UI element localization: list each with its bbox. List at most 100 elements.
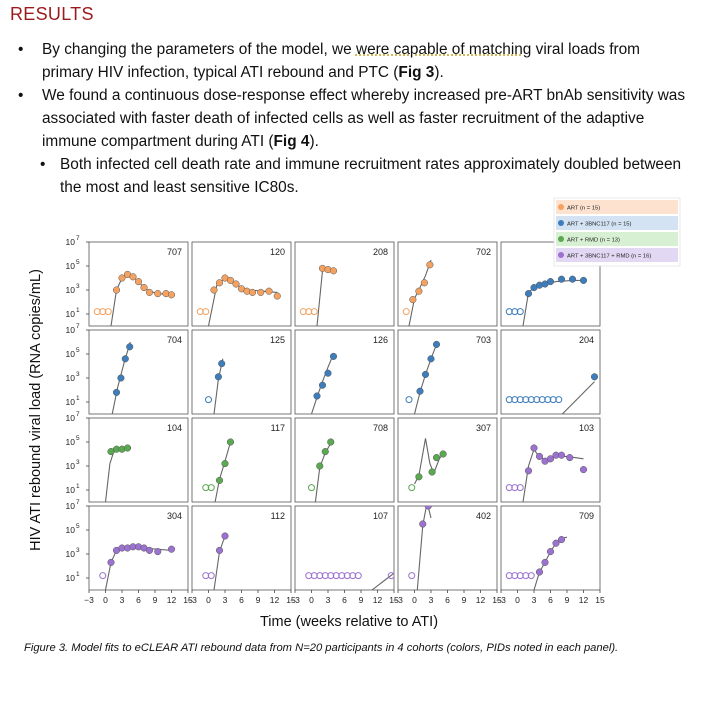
panel-pid-label: 104 xyxy=(167,423,182,433)
bullet-1: • By changing the parameters of the mode… xyxy=(14,38,694,84)
panel-307: 307 xyxy=(397,417,498,503)
panel-frame xyxy=(191,329,292,415)
legend-entry-bg xyxy=(556,232,678,246)
data-point xyxy=(415,287,423,295)
y-tick-exponent: 3 xyxy=(76,547,80,554)
bullet-3: • Both infected cell death rate and immu… xyxy=(14,153,694,199)
bullet-1-underlined: were capable of matching xyxy=(355,41,532,58)
x-tick-label: 6 xyxy=(136,595,141,605)
data-point xyxy=(226,276,235,284)
model-fit-line xyxy=(310,353,335,414)
x-tick-label: 3 xyxy=(120,595,125,605)
x-tick-label: 0 xyxy=(309,595,314,605)
data-point xyxy=(215,546,224,554)
y-tick-exponent: 1 xyxy=(76,571,80,578)
censored-point xyxy=(402,308,410,316)
bullet-1-end: ). xyxy=(434,64,444,81)
y-tick-exponent: 5 xyxy=(76,347,80,354)
x-tick-label: 12 xyxy=(579,595,589,605)
legend-entry-label: ART (n = 15) xyxy=(567,206,600,212)
x-tick-label: 12 xyxy=(373,595,383,605)
x-tick-label: 6 xyxy=(548,595,553,605)
model-fit-line xyxy=(561,381,595,414)
data-point xyxy=(424,506,432,510)
x-tick-label: −3 xyxy=(290,595,300,605)
x-tick-label: 0 xyxy=(103,595,108,605)
x-tick-label: 3 xyxy=(532,595,537,605)
data-point xyxy=(409,296,417,304)
panel-plot-area xyxy=(405,340,441,414)
panel-pid-label: 117 xyxy=(271,423,285,433)
y-tick-exponent: 5 xyxy=(76,435,80,442)
figure-caption: Figure 3. Model fits to eCLEAR ATI rebou… xyxy=(24,642,619,654)
panel-frame xyxy=(397,241,498,327)
data-point xyxy=(221,532,229,540)
censored-point xyxy=(104,308,112,316)
model-fit-line xyxy=(314,442,332,502)
censored-point xyxy=(207,484,215,492)
data-point xyxy=(123,444,132,452)
model-fit-line xyxy=(416,506,432,590)
panel-117: 117 xyxy=(191,417,292,503)
panel-208: 208 xyxy=(294,241,395,327)
y-tick-label: 10 xyxy=(66,349,76,359)
censored-point xyxy=(310,308,318,316)
data-point xyxy=(428,468,436,476)
bullet-1-text: By changing the parameters of the model,… xyxy=(42,41,356,58)
data-point xyxy=(154,290,162,298)
data-point xyxy=(546,548,555,556)
panel-107: 107 −3 0 3 6 9 12 15 xyxy=(290,505,399,605)
bullet-2: • We found a continuous dose-response ef… xyxy=(14,84,694,153)
panel-pid-label: 304 xyxy=(167,511,182,521)
data-point xyxy=(546,278,555,286)
panel-plot-area xyxy=(205,358,226,414)
y-tick-label: 10 xyxy=(66,373,76,383)
panel-plot-area xyxy=(202,438,235,502)
data-point xyxy=(524,290,533,298)
bullet-2-end: ). xyxy=(309,133,319,150)
censored-point xyxy=(205,396,212,404)
panel-plot-area xyxy=(299,264,338,326)
data-point xyxy=(419,520,427,528)
model-fit-line xyxy=(110,273,172,326)
censored-point xyxy=(555,396,563,404)
data-point xyxy=(416,387,424,395)
x-tick-label: −3 xyxy=(496,595,506,605)
panel-402: 402 −3 0 3 6 9 12 15 xyxy=(393,505,502,605)
panel-plot-area xyxy=(196,274,281,326)
data-point xyxy=(107,558,115,566)
x-tick-label: 15 xyxy=(492,595,502,605)
x-tick-label: 9 xyxy=(565,595,570,605)
panel-frame xyxy=(294,417,395,503)
panel-pid-label: 126 xyxy=(373,335,388,345)
x-tick-label: 15 xyxy=(389,595,399,605)
results-heading: RESULTS xyxy=(10,4,94,24)
panel-plot-area xyxy=(505,444,588,502)
data-point xyxy=(541,558,549,566)
y-tick-exponent: 7 xyxy=(76,323,80,330)
panel-frame xyxy=(397,329,498,415)
data-point xyxy=(210,286,218,294)
legend-entry-bg xyxy=(556,200,678,214)
x-tick-label: 9 xyxy=(153,595,158,605)
data-point xyxy=(126,343,134,351)
data-point xyxy=(215,476,224,484)
panel-pid-label: 709 xyxy=(579,511,594,521)
x-tick-label: 12 xyxy=(167,595,177,605)
data-point xyxy=(154,548,162,556)
x-axis-label: Time (weeks relative to ATI) xyxy=(260,614,438,630)
panel-126: 126 xyxy=(294,329,395,415)
y-tick-label: 10 xyxy=(66,549,76,559)
data-point xyxy=(121,355,129,363)
y-tick-label: 10 xyxy=(66,461,76,471)
chart-legend: ART (n = 15) ART + 3BNC117 (n = 15) ART + … xyxy=(553,197,681,267)
x-tick-label: 3 xyxy=(223,595,228,605)
data-point xyxy=(321,448,329,456)
y-tick-exponent: 1 xyxy=(76,483,80,490)
data-point xyxy=(265,287,273,295)
panel-103: 103 xyxy=(500,417,601,503)
legend-swatch xyxy=(558,236,564,242)
x-tick-label: −3 xyxy=(187,595,197,605)
